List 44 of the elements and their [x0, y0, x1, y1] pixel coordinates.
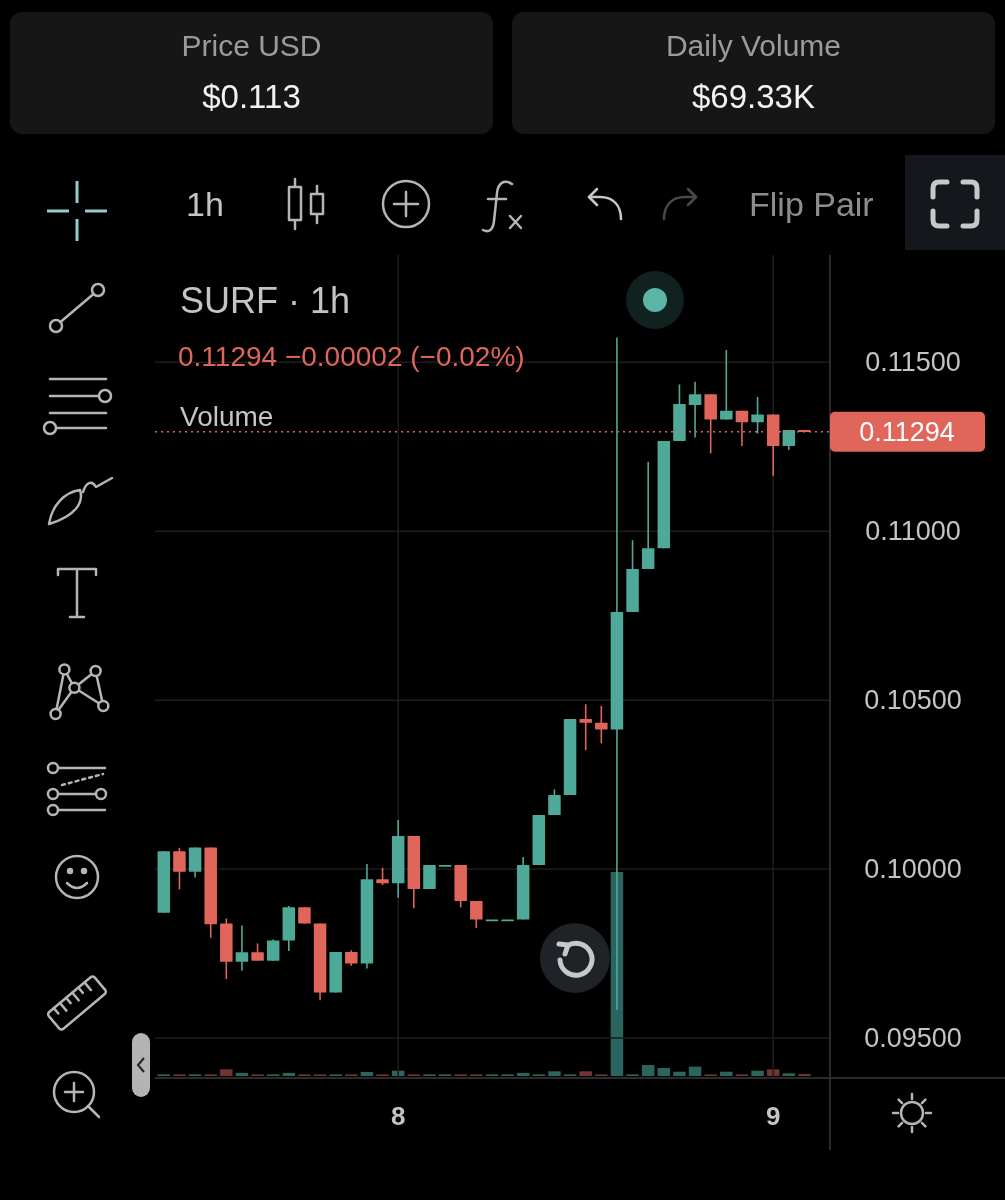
bar [688, 1066, 702, 1076]
text: $0.113 [202, 77, 301, 115]
y-tick-label: 0.09500 [864, 1023, 962, 1054]
bar [548, 1071, 561, 1076]
candlestick [235, 924, 249, 972]
bar [579, 1071, 592, 1076]
candlestick [641, 461, 655, 570]
bar [220, 1069, 233, 1076]
bar [282, 1072, 296, 1076]
bar [516, 1072, 530, 1076]
candlestick [782, 429, 796, 451]
x-tick-label: 8 [390, 1101, 406, 1131]
text: Flip Pair [749, 185, 874, 223]
candlestick [595, 705, 608, 745]
candlestick [688, 380, 702, 439]
bar [235, 1072, 249, 1076]
y-tick-label: 0.10000 [864, 854, 962, 885]
candlestick [470, 900, 483, 929]
bar [641, 1064, 655, 1076]
bar [657, 1068, 671, 1076]
bar [360, 1071, 374, 1076]
bar [673, 1071, 686, 1076]
candlestick [266, 938, 280, 962]
candlestick [751, 396, 764, 435]
y-tick-label: 0.11500 [865, 347, 961, 378]
text: Price USD [181, 28, 322, 62]
bar [720, 1071, 733, 1076]
candlestick [548, 788, 561, 816]
text: $69.33K [692, 77, 815, 115]
bar [782, 1073, 796, 1076]
y-tick-label: 0.10500 [864, 685, 962, 716]
candlestick [173, 847, 186, 891]
y-tick-label: 0.11000 [865, 516, 961, 547]
text: 0.11294 −0.00002 (−0.02%) [178, 340, 525, 372]
text: SURF · 1h [180, 279, 351, 321]
candlestick [579, 703, 592, 751]
x-tick-label: 9 [765, 1101, 781, 1131]
text: 1h [186, 185, 224, 223]
candlestick [720, 349, 733, 421]
ref-line-label: 0.11294 [859, 416, 955, 447]
chart-title: Volume [180, 400, 274, 432]
bar [798, 1073, 811, 1076]
bar [751, 1070, 764, 1076]
text: Daily Volume [665, 28, 842, 62]
